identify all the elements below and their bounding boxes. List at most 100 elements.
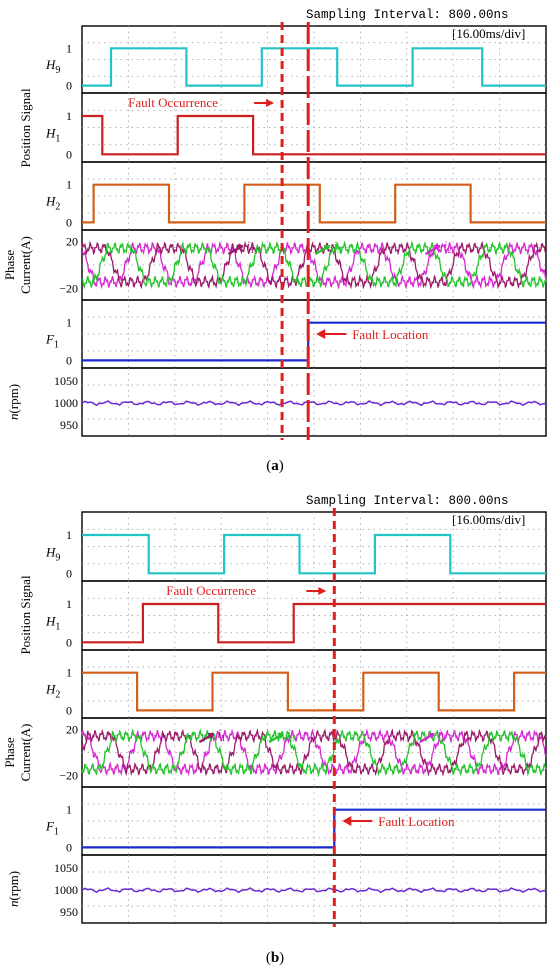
fault-location-arrow-head [342,816,352,826]
group-label-position: Position Signal [18,575,33,654]
group-label-current: Current(A) [18,724,33,782]
panel-I: 20 −20 i1 i9 i2 [59,717,547,788]
subfigure-caption: (a) [266,458,284,474]
time-scale-label: [16.00ms/div] [452,512,525,527]
panel-n: 1050 1000 950 n(rpm) [6,854,547,924]
subfigure-b: Sampling Interval: 800.00ns [16.00ms/div]… [2,494,547,966]
tick-label: 0 [66,635,72,649]
grid [82,162,546,230]
tick-label: 0 [66,566,72,580]
tick-label: 1050 [54,861,78,875]
grid [82,581,546,650]
series-i1 [81,240,547,290]
panel-H2: 1 0 H2 [45,161,547,231]
channel-label: H1 [45,613,60,632]
series-i2 [81,728,547,777]
panel-F1: 1 0 F1 [45,299,547,369]
annotation-arrow-head [323,245,331,251]
channel-label: F1 [45,819,59,838]
annotation-arrow-head [427,733,435,739]
series-i1 [81,728,547,777]
series-H1 [82,602,546,644]
series-label-i1: i1 [246,238,254,255]
annotation-arrow-head [236,245,244,251]
tick-label: 1 [66,803,72,817]
panel-H9: 1 0 H9 [45,511,547,582]
tick-label: 0 [66,840,72,854]
series-label-i2: i2 [438,726,446,743]
time-scale-label: [16.00ms/div] [452,26,525,41]
subfigure-a: Sampling Interval: 800.00ns [16.00ms/div]… [2,8,547,474]
tick-label: 1 [66,597,72,611]
panel-n: 1050 1000 950 n(rpm) [6,367,547,437]
series-label-i9: i9 [287,726,296,743]
series-label-i9: i9 [333,238,342,255]
panel-F1: 1 0 F1 [45,786,547,856]
channel-label: H2 [45,194,60,213]
panel-H1: 1 0 H1 [45,580,547,651]
tick-label: 950 [60,418,78,432]
series-i9 [81,240,547,290]
channel-label: H9 [45,57,60,76]
tick-label: 1 [66,316,72,330]
channel-label: F1 [45,332,59,351]
series-F1 [82,321,546,362]
series-H9 [82,47,546,87]
tick-label: 1050 [54,374,78,388]
series-H2 [82,671,546,712]
subfigure-caption: (b) [266,950,284,966]
grid [82,230,546,300]
grid [82,512,546,581]
series-H9 [82,533,546,575]
tick-label: 1 [66,41,72,55]
annotation-arrow-head [207,733,215,739]
grid [82,718,546,787]
series-label-i2: i2 [444,238,452,255]
tick-label: 0 [66,353,72,367]
tick-label: 1 [66,528,72,542]
tick-label: 950 [60,905,78,919]
grid [82,300,546,368]
channel-label: n(rpm) [6,871,21,907]
fault-occurrence-arrow-head [266,99,275,107]
group-label-phase: Phase [2,250,17,281]
series-n [81,400,547,407]
annotation-arrow-head [433,245,441,251]
panel-H1: 1 0 H1 [45,92,547,163]
group-label-position: Position Signal [18,88,33,167]
group-label-current: Current(A) [18,236,33,294]
panel-H2: 1 0 H2 [45,649,547,719]
fault-location-label: Fault Location [352,327,429,342]
series-F1 [82,808,546,849]
tick-label: 0 [66,215,72,229]
group-label-phase: Phase [2,737,17,768]
series-H1 [82,114,546,156]
panel-I: 20 −20 i1 i9 i2 [59,229,547,301]
fault-occurrence-label: Fault Occurrence [166,583,256,598]
fault-occurrence-arrow-head [318,587,327,595]
tick-label: 1 [66,666,72,680]
tick-label: −20 [59,769,78,783]
series-n [81,887,547,894]
tick-label: 1000 [54,396,78,410]
series-i9 [81,728,547,778]
grid [82,650,546,718]
tick-label: 1 [66,109,72,123]
tick-label: −20 [59,281,78,295]
channel-label: H1 [45,125,60,144]
grid [82,26,546,93]
channel-label: n(rpm) [6,384,21,420]
series-i2 [81,241,547,290]
fault-location-label: Fault Location [378,814,455,829]
tick-label: 0 [66,703,72,717]
tick-label: 0 [66,79,72,93]
tick-label: 20 [66,235,78,249]
tick-label: 1 [66,178,72,192]
channel-label: H9 [45,544,60,563]
sampling-interval-label: Sampling Interval: 800.00ns [306,8,509,22]
tick-label: 20 [66,723,78,737]
tick-label: 0 [66,147,72,161]
fault-location-arrow-head [316,329,326,339]
series-label-i1: i1 [217,726,225,743]
